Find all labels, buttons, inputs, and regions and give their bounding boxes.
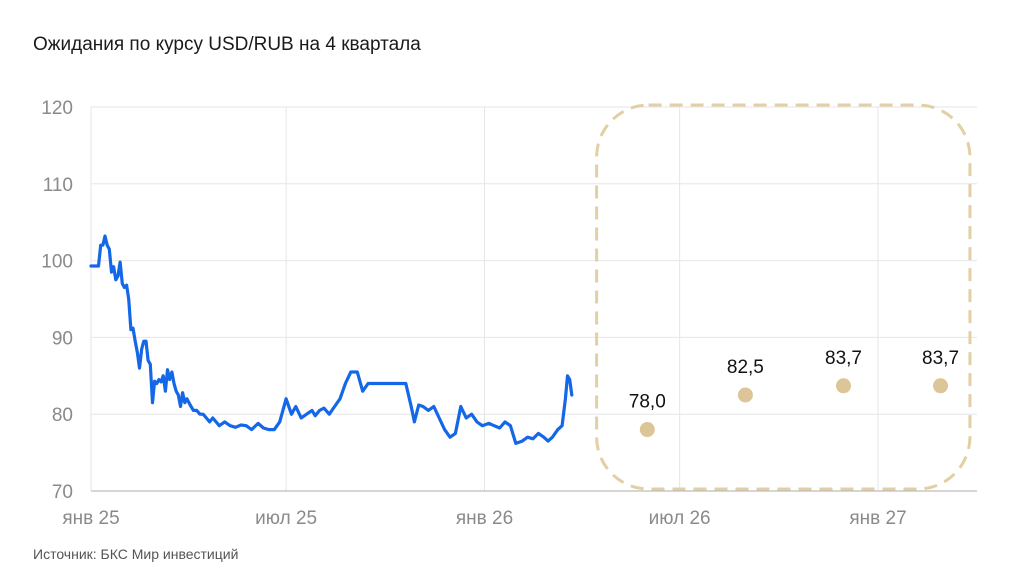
x-tick-label: янв 26 bbox=[456, 508, 513, 529]
y-axis-labels: 70 80 90 100 110 120 bbox=[41, 98, 73, 503]
forecast-points: 78,0 82,5 83,7 83,7 bbox=[629, 348, 959, 438]
y-tick-label: 120 bbox=[41, 98, 73, 119]
forecast-value-label: 78,0 bbox=[629, 392, 666, 413]
grid-lines bbox=[90, 106, 977, 491]
source-note: Источник: БКС Мир инвестиций bbox=[33, 546, 239, 562]
forecast-point bbox=[737, 387, 753, 403]
forecast-value-label: 83,7 bbox=[825, 348, 862, 369]
usd-rub-history-line bbox=[89, 234, 574, 445]
x-tick-label: янв 25 bbox=[62, 508, 119, 529]
forecast-value-label: 82,5 bbox=[727, 357, 764, 378]
forecast-frame bbox=[595, 103, 972, 491]
y-tick-label: 90 bbox=[52, 328, 73, 349]
forecast-value-label: 83,7 bbox=[922, 348, 959, 369]
x-axis-labels: янв 25 июл 25 янв 26 июл 26 янв 27 bbox=[62, 508, 906, 529]
forecast-point bbox=[933, 378, 949, 394]
history-line bbox=[89, 234, 574, 445]
forecast-point bbox=[639, 422, 655, 438]
forecast-point bbox=[836, 378, 852, 394]
x-tick-label: янв 27 bbox=[849, 508, 906, 529]
y-tick-label: 110 bbox=[43, 175, 73, 196]
y-tick-label: 100 bbox=[41, 252, 73, 273]
y-tick-label: 70 bbox=[52, 482, 73, 503]
forecast-dashed-frame bbox=[595, 103, 972, 491]
x-tick-label: июл 26 bbox=[649, 508, 711, 529]
chart-title: Ожидания по курсу USD/RUB на 4 квартала bbox=[33, 34, 421, 55]
x-tick-label: июл 25 bbox=[255, 508, 317, 529]
y-tick-label: 80 bbox=[52, 405, 73, 426]
